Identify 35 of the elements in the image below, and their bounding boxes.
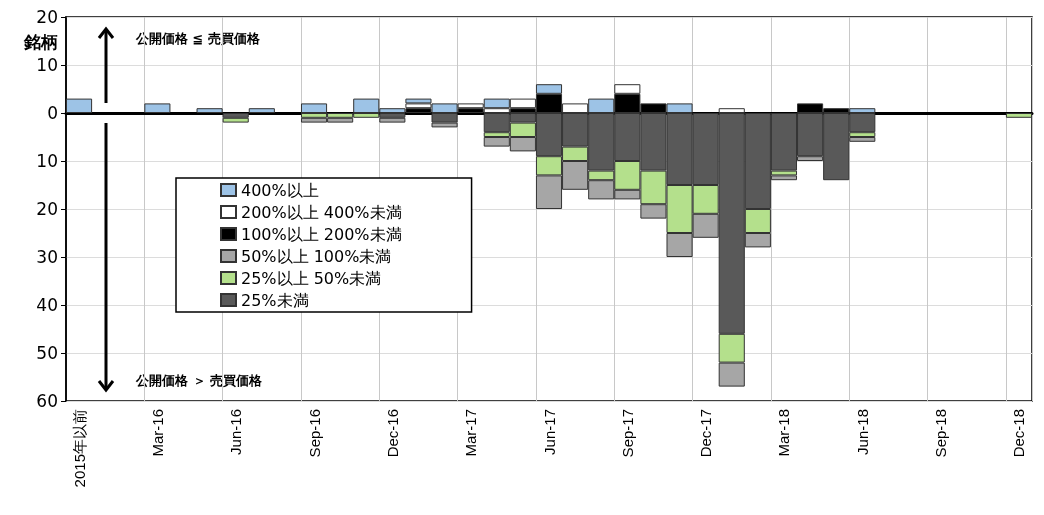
y-tick-label: 20 xyxy=(36,199,58,219)
legend-label: 25%以上 50%未満 xyxy=(241,268,382,288)
y-tick-label: 50 xyxy=(36,343,58,363)
legend-label: 200%以上 400%未満 xyxy=(241,202,402,222)
y-tick-label: 40 xyxy=(36,295,58,315)
x-tick-label: Sep-16 xyxy=(305,409,323,458)
x-tick-label: Mar-18 xyxy=(775,409,793,457)
x-tick-label: Jun-17 xyxy=(540,409,558,455)
x-tick-label: Sep-18 xyxy=(932,409,950,458)
x-tick-label: Mar-16 xyxy=(148,409,166,457)
x-tick-label: Dec-18 xyxy=(1010,409,1028,458)
y-tick-label: 60 xyxy=(36,391,58,411)
y-tick-label: 0 xyxy=(47,103,58,123)
x-tick-label: Sep-17 xyxy=(618,409,636,458)
bar xyxy=(1005,113,1032,118)
legend-label: 100%以上 200%未満 xyxy=(241,224,402,244)
legend-label: 50%以上 100%未満 xyxy=(241,246,392,266)
x-tick-label: Jun-16 xyxy=(227,409,245,455)
y-tick-label: 10 xyxy=(36,55,58,75)
y-axis-title: 銘柄 xyxy=(23,31,58,52)
y-tick-label: 20 xyxy=(36,7,58,27)
x-tick-label: Dec-16 xyxy=(383,409,401,458)
x-tick-label: Jun-18 xyxy=(853,409,871,455)
x-tick-label: Dec-17 xyxy=(697,409,715,458)
bar xyxy=(379,117,406,123)
x-tick-label: 2015年以前 xyxy=(70,409,88,488)
bar xyxy=(144,103,171,113)
bar xyxy=(248,108,275,113)
y-tick-label: 10 xyxy=(36,151,58,171)
bar xyxy=(222,117,249,123)
legend-label: 400%以上 xyxy=(241,180,319,200)
legend-label: 25%未満 xyxy=(241,290,309,310)
y-tick-label: 30 xyxy=(36,247,58,267)
x-tick-label: Mar-17 xyxy=(462,409,480,457)
bar xyxy=(66,98,93,113)
